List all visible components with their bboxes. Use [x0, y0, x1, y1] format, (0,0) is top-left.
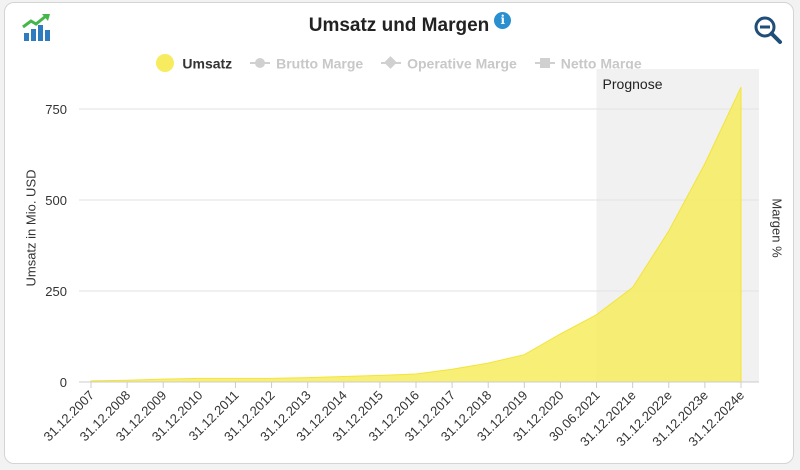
- legend-item-operative-marge[interactable]: Operative Marge: [381, 54, 517, 71]
- chart-card: Umsatz und Margen i Umsatz Brutto Marge …: [4, 2, 794, 464]
- zoom-out-icon[interactable]: [753, 15, 783, 45]
- chart-title-container: Umsatz und Margen i: [5, 12, 793, 37]
- chart-title: Umsatz und Margen: [308, 15, 490, 36]
- info-icon[interactable]: i: [494, 12, 512, 29]
- legend-umsatz-dot-icon: [156, 53, 175, 72]
- legend-square-icon: [539, 57, 550, 68]
- legend-item-netto-marge[interactable]: Netto Marge: [534, 54, 642, 71]
- legend-item-brutto-marge[interactable]: Brutto Marge: [250, 54, 363, 71]
- series-area-umsatz: [90, 86, 742, 383]
- y-tick-label: 750: [45, 102, 67, 117]
- y-tick-label: 250: [45, 284, 67, 299]
- y-tick-label: 500: [45, 193, 67, 208]
- forecast-band-label: Prognose: [603, 76, 663, 92]
- chart-legend: Umsatz Brutto Marge Operative Marge Nett…: [5, 53, 793, 72]
- y-tick-label: 0: [60, 375, 67, 390]
- chart-growth-logo-icon: [22, 14, 50, 41]
- chart-plot: Prognose025050075031.12.200731.12.200831…: [40, 69, 759, 449]
- legend-circle-icon: [255, 57, 266, 68]
- legend-item-umsatz[interactable]: Umsatz: [156, 53, 232, 72]
